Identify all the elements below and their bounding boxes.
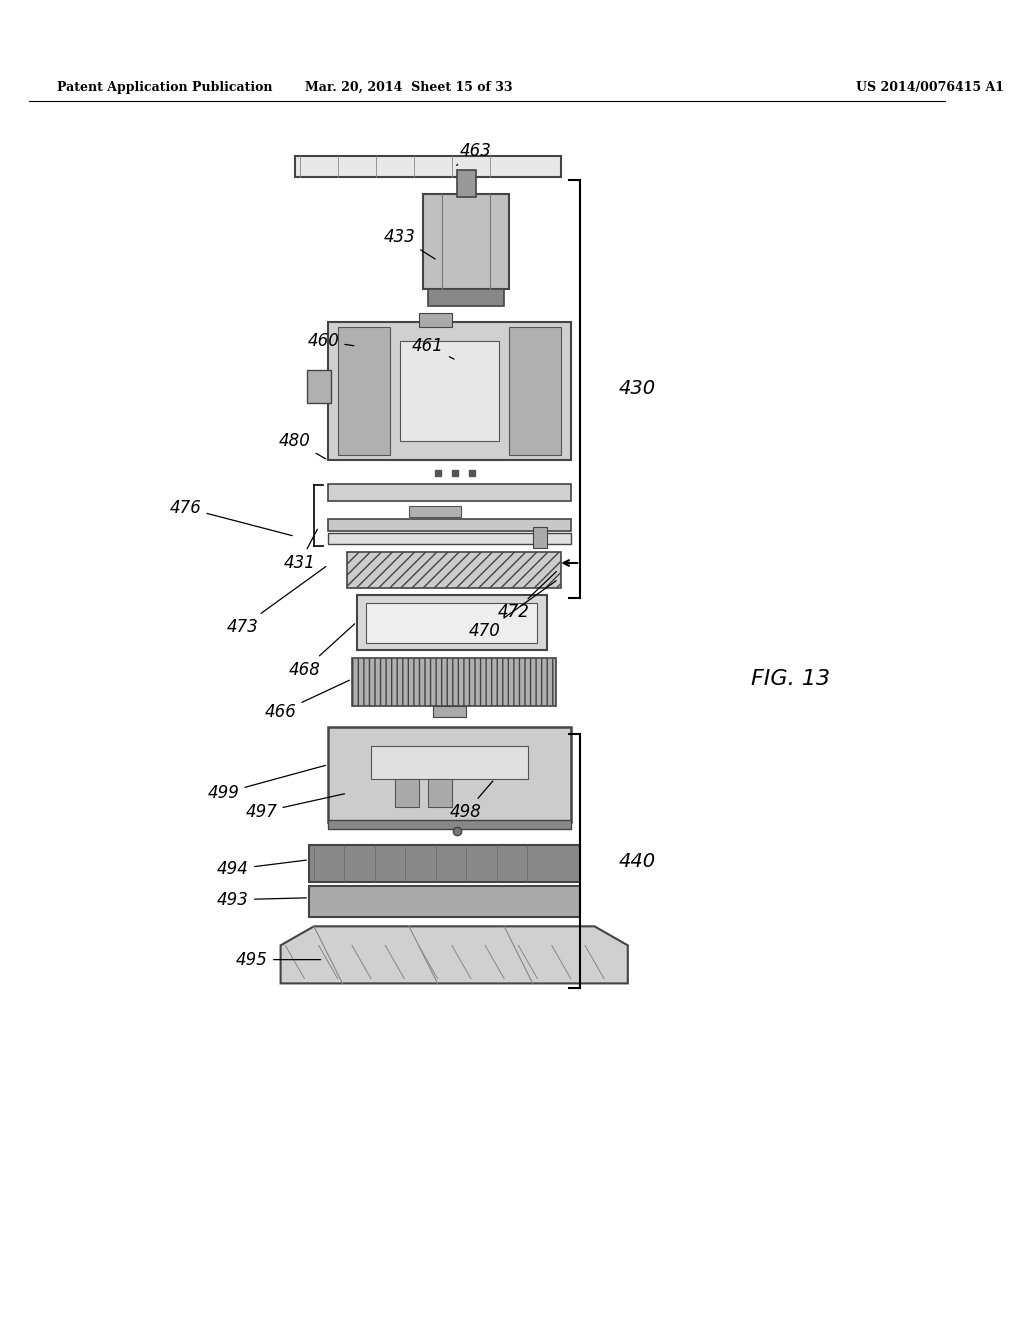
Text: 463: 463 [457,143,492,165]
Bar [328,519,570,531]
Text: 494: 494 [217,861,306,878]
Text: 440: 440 [618,851,655,871]
Bar [428,779,452,808]
Text: Patent Application Publication: Patent Application Publication [57,81,272,94]
Bar [328,322,570,461]
Text: 433: 433 [384,228,435,259]
Text: 495: 495 [237,950,321,969]
Bar [457,170,475,197]
Text: 430: 430 [618,379,655,399]
Bar [409,506,462,517]
Text: 431: 431 [284,529,317,572]
Bar [433,706,466,717]
Bar [367,603,538,643]
Text: 499: 499 [208,766,326,803]
Bar [423,194,509,289]
Text: 468: 468 [289,624,354,678]
Text: 466: 466 [264,680,349,721]
Bar [328,820,570,829]
Text: 470: 470 [469,581,556,640]
Polygon shape [281,927,628,983]
Text: 497: 497 [246,793,344,821]
Bar [509,327,561,455]
Text: 461: 461 [412,337,454,359]
Bar [328,532,570,544]
Bar [307,370,331,403]
Bar [532,527,547,548]
Bar [309,887,581,917]
Bar [352,659,556,706]
Text: 476: 476 [170,499,292,536]
Bar [395,779,419,808]
Text: 480: 480 [279,432,326,459]
Text: 498: 498 [451,781,493,821]
Text: 473: 473 [226,566,326,636]
Text: 460: 460 [307,333,354,350]
Bar [328,726,570,822]
Text: FIG. 13: FIG. 13 [752,669,830,689]
Text: Mar. 20, 2014  Sheet 15 of 33: Mar. 20, 2014 Sheet 15 of 33 [305,81,513,94]
Bar [328,484,570,502]
Text: 493: 493 [217,891,306,908]
Bar [309,846,581,882]
Bar [428,289,504,306]
Bar [419,313,452,327]
Bar [356,595,547,651]
Text: US 2014/0076415 A1: US 2014/0076415 A1 [856,81,1005,94]
Bar [295,156,561,177]
Text: 472: 472 [498,572,556,622]
Bar [347,552,561,587]
Bar [399,342,500,441]
Bar [371,746,528,779]
Bar [338,327,390,455]
